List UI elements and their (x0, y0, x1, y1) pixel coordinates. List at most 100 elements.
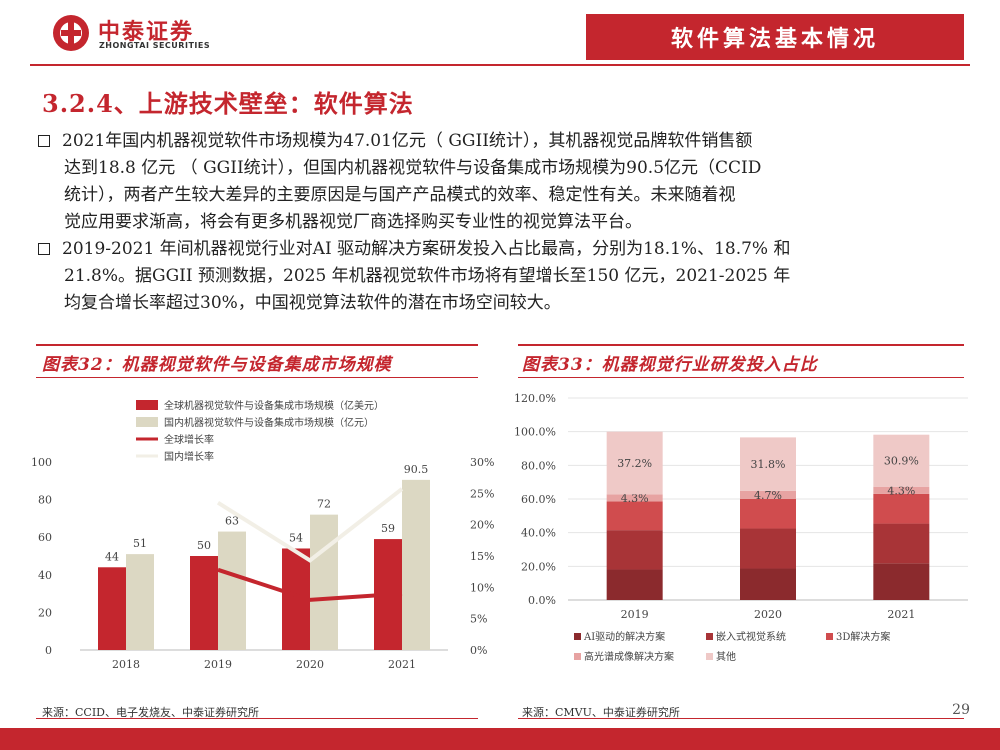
segment-value-label: 4.7% (754, 489, 782, 502)
y2-tick-label: 15% (470, 550, 494, 563)
y-tick-label: 80.0% (521, 459, 556, 472)
y-tick-label: 20.0% (521, 560, 556, 573)
stacked-bar-segment (873, 434, 930, 487)
stacked-bar-segment (606, 569, 663, 600)
bar-global (190, 556, 218, 650)
paragraph-line: 达到18.8 亿元 （ GGII统计），但国内机器视觉软件与设备集成市场规模为9… (64, 158, 762, 178)
figure-right-top-rule (518, 344, 964, 346)
stacked-bar-segment (740, 498, 796, 529)
bar-domestic-value-label: 51 (133, 537, 147, 550)
x-tick-label: 2020 (296, 658, 324, 671)
figure-right-title: 图表33：机器视觉行业研发投入占比 (522, 355, 818, 375)
y-tick-label: 0.0% (528, 594, 556, 607)
stacked-bar-segment (740, 490, 796, 499)
stacked-bar-segment (606, 494, 663, 502)
figure-left-footer-rule (36, 718, 478, 719)
bar-domestic (218, 531, 246, 650)
y2-tick-label: 25% (470, 487, 494, 500)
bar-global-value-label: 44 (105, 550, 119, 563)
line-domestic-growth (216, 487, 404, 563)
paragraph-2: 2019-2021 年间机器视觉行业对AI 驱动解决方案研发投入占比最高，分别为… (38, 236, 968, 317)
bar-domestic-value-label: 63 (225, 515, 239, 528)
legend-swatch (574, 653, 581, 660)
stacked-bar-segment (740, 528, 796, 569)
stacked-bar-segment (873, 523, 930, 564)
stacked-bar-segment (606, 530, 663, 570)
line-global-growth (217, 567, 403, 602)
stacked-bar-segment (873, 486, 930, 494)
stacked-bar-segment (873, 563, 930, 600)
paragraph-line: 2019-2021 年间机器视觉行业对AI 驱动解决方案研发投入占比最高，分别为… (62, 239, 791, 259)
paragraph-1: 2021年国内机器视觉软件市场规模为47.01亿元（ GGII统计），其机器视觉… (38, 128, 968, 236)
legend-label: 3D解决方案 (836, 630, 890, 643)
legend-label: 全球机器视觉软件与设备集成市场规模（亿美元） (164, 399, 384, 412)
y-tick-label: 60.0% (521, 493, 556, 506)
bar-global-value-label: 50 (197, 539, 211, 552)
logo-english-text: ZHONGTAI SECURITIES (99, 41, 211, 50)
market-size-chart: 0 20 40 60 80 100 0% 5% 10% 15% 20% 25% 30% 44 51 2018 5… (31, 399, 494, 671)
y-tick-label: 20 (38, 606, 52, 619)
company-logo-icon (53, 15, 89, 51)
x-tick-label: 2018 (112, 658, 140, 671)
y-tick-label: 120.0% (514, 392, 556, 405)
header-divider (30, 64, 970, 66)
bar-domestic (402, 479, 430, 650)
legend-swatch (826, 633, 833, 640)
legend-label: AI驱动的解决方案 (583, 630, 665, 643)
bar-global-value-label: 54 (289, 531, 303, 544)
paragraph-line: 统计），两者产生较大差异的主要原因是与国产产品模式的效率、稳定性有关。未来随着视 (64, 185, 736, 205)
bar-global-value-label: 59 (381, 522, 395, 535)
y-tick-label: 100.0% (514, 426, 556, 439)
legend-swatch (136, 400, 158, 410)
y2-tick-label: 5% (470, 613, 487, 626)
legend-swatch (706, 633, 713, 640)
legend-label: 嵌入式视觉系统 (716, 630, 786, 643)
x-tick-label: 2021 (887, 608, 915, 621)
legend-label: 国内增长率 (164, 450, 214, 463)
segment-value-label: 30.9% (884, 455, 919, 468)
legend-label: 国内机器视觉软件与设备集成市场规模（亿元） (164, 416, 374, 429)
page-title: 软件算法基本情况 (670, 27, 879, 52)
figure-left-bottom-rule (36, 377, 478, 378)
x-tick-label: 2019 (621, 608, 649, 621)
stacked-bar-segment (606, 501, 663, 531)
y-tick-label: 80 (38, 494, 52, 507)
legend-swatch (706, 653, 713, 660)
paragraph-line: 2021年国内机器视觉软件市场规模为47.01亿元（ GGII统计），其机器视觉… (62, 131, 753, 151)
logo-chinese-text: 中泰证券 (98, 20, 195, 45)
y-tick-label: 40 (38, 569, 52, 582)
stacked-bar-segment (606, 431, 663, 495)
legend-label: 高光谱成像解决方案 (584, 650, 674, 663)
segment-value-label: 37.2% (617, 457, 652, 470)
bar-domestic (310, 514, 338, 650)
x-tick-label: 2020 (754, 608, 782, 621)
y-tick-label: 100 (31, 456, 52, 469)
footer-bar (0, 728, 1000, 750)
stacked-bar-segment (740, 437, 796, 491)
y-tick-label: 60 (38, 531, 52, 544)
figure-right-footer-rule (518, 718, 964, 719)
bar-domestic-value-label: 72 (317, 498, 331, 511)
legend-label: 其他 (716, 650, 736, 663)
y-tick-label: 40.0% (521, 527, 556, 540)
section-title: 3.2.4、上游技术壁垒：软件算法 (42, 89, 414, 118)
legend-label: 全球增长率 (164, 433, 214, 446)
y2-tick-label: 10% (470, 581, 494, 594)
bar-domestic (126, 554, 154, 650)
segment-value-label: 31.8% (751, 458, 786, 471)
page-number: 29 (952, 702, 970, 718)
y2-tick-label: 20% (470, 519, 494, 532)
figure-right-bottom-rule (518, 377, 964, 378)
square-bullet-icon (38, 243, 50, 255)
figure-left-title: 图表32：机器视觉软件与设备集成市场规模 (42, 355, 392, 375)
square-bullet-icon (38, 135, 50, 147)
figure-right-source: 来源：CMVU、中泰证券研究所 (522, 706, 680, 719)
figure-left-source: 来源：CCID、电子发烧友、中泰证券研究所 (42, 706, 259, 719)
y2-tick-label: 0% (470, 644, 487, 657)
legend-swatch (574, 633, 581, 640)
page-title-banner: 软件算法基本情况 (586, 14, 964, 60)
rd-share-chart: 0.0% 20.0% 40.0% 60.0% 80.0% 100.0% 120.0% 4.3%… (514, 392, 968, 663)
paragraph-line: 觉应用要求渐高，将会有更多机器视觉厂商选择购买专业性的视觉算法平台。 (64, 212, 642, 232)
stacked-bar-segment (740, 568, 796, 600)
segment-value-label: 4.3% (621, 492, 649, 505)
